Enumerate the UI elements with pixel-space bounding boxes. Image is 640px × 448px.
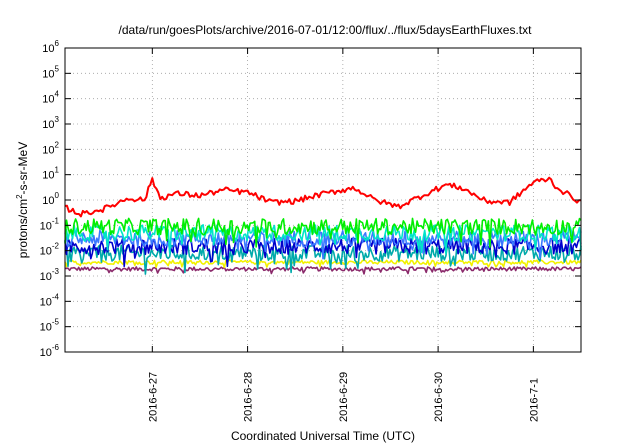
grid-lines xyxy=(65,48,581,352)
x-axis-ticks: 2016-6-27 2016-6-28 2016-6-29 2016-6-30 2016… xyxy=(147,48,540,422)
y-tick-label: 102 xyxy=(42,140,59,156)
chart-title: /data/run/goesPlots/archive/2016-07-01/1… xyxy=(119,23,533,37)
y-tick-label: 106 xyxy=(42,39,59,55)
y-axis-label: protons/cm2-s-sr-MeV xyxy=(15,142,30,258)
x-tick-label: 2016-6-27 xyxy=(147,372,159,422)
series-line xyxy=(64,224,582,255)
y-tick-label: 10-3 xyxy=(40,267,60,283)
x-tick-label: 2016-6-29 xyxy=(338,372,350,422)
y-tick-label: 104 xyxy=(42,90,59,106)
series-line xyxy=(64,217,582,248)
y-tick-label: 101 xyxy=(42,166,59,182)
x-tick-label: 2016-6-30 xyxy=(433,372,445,422)
y-tick-label: 10-5 xyxy=(40,318,60,334)
x-tick-label: 2016-6-28 xyxy=(243,372,255,422)
y-axis-ticks: 10-6 10-5 10-4 10-3 10-2 10-1 100 101 102 103 104 1… xyxy=(40,39,581,359)
y-tick-label: 105 xyxy=(42,64,59,80)
y-tick-label: 10-2 xyxy=(40,242,60,258)
data-series xyxy=(64,176,582,275)
series-line xyxy=(64,259,582,269)
x-axis-label: Coordinated Universal Time (UTC) xyxy=(231,429,415,443)
y-tick-label: 103 xyxy=(42,115,59,131)
y-tick-label: 10-1 xyxy=(40,216,60,232)
series-line xyxy=(64,176,581,218)
y-tick-label: 10-4 xyxy=(40,292,60,308)
series-line xyxy=(64,266,582,275)
x-tick-label: 2016-7-1 xyxy=(528,378,540,422)
y-tick-label: 10-6 xyxy=(40,343,60,359)
y-tick-label: 100 xyxy=(42,191,59,207)
